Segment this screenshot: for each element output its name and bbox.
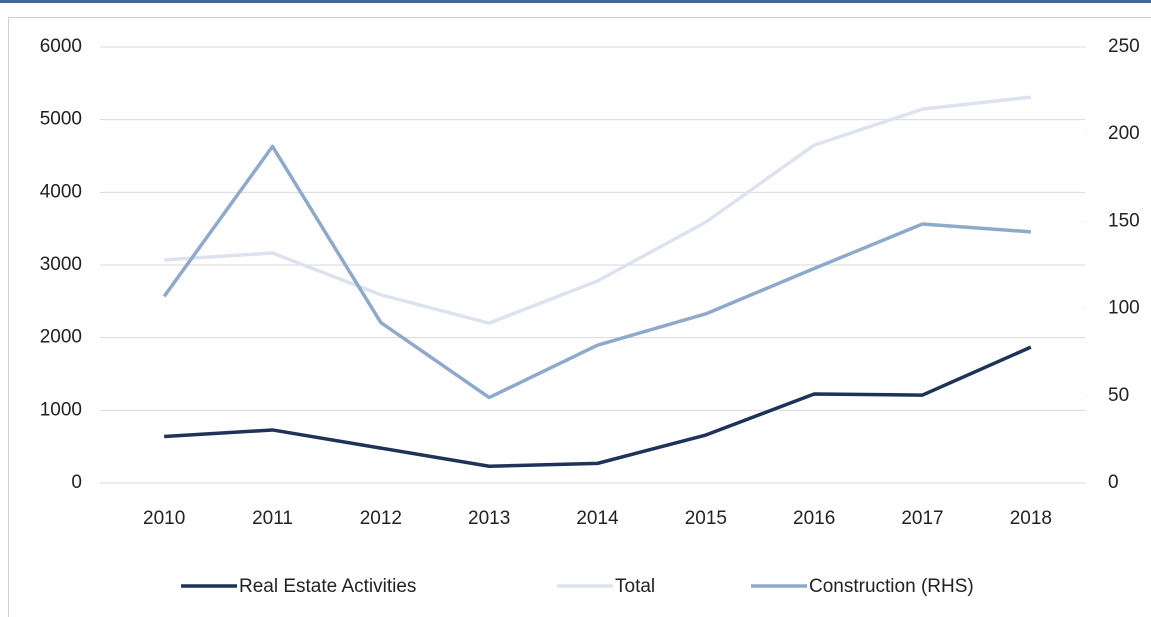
x-tick-label: 2014 xyxy=(576,508,619,529)
y2-tick-label: 0 xyxy=(1108,472,1119,493)
y2-tick-label: 50 xyxy=(1108,385,1129,406)
x-tick-label: 2011 xyxy=(252,508,293,529)
series-line xyxy=(162,144,1031,400)
y-tick-label: 4000 xyxy=(40,181,82,202)
x-tick-label: 2015 xyxy=(685,508,727,529)
y-tick-label: 3000 xyxy=(40,254,82,275)
y-tick-label: 0 xyxy=(71,472,82,493)
y2-tick-label: 200 xyxy=(1108,123,1140,144)
y-tick-label: 1000 xyxy=(40,399,82,420)
y2-tick-label: 250 xyxy=(1108,36,1140,57)
y2-tick-label: 150 xyxy=(1108,210,1140,231)
top-border xyxy=(0,0,1151,3)
legend-label: Total xyxy=(615,576,655,597)
legend-label: Real Estate Activities xyxy=(239,576,416,597)
legend-label: Construction (RHS) xyxy=(809,576,974,597)
y2-tick-label: 100 xyxy=(1108,298,1140,319)
x-tick-label: 2017 xyxy=(901,508,943,529)
y-tick-label: 5000 xyxy=(40,109,82,130)
y-tick-label: 6000 xyxy=(40,36,82,57)
series-line xyxy=(164,95,1032,325)
x-tick-label: 2010 xyxy=(143,508,185,529)
series-line xyxy=(164,345,1032,469)
x-tick-label: 2018 xyxy=(1010,508,1052,529)
x-tick-label: 2016 xyxy=(793,508,835,529)
x-tick-label: 2012 xyxy=(360,508,402,529)
y-tick-label: 2000 xyxy=(40,327,82,348)
x-tick-label: 2013 xyxy=(468,508,510,529)
